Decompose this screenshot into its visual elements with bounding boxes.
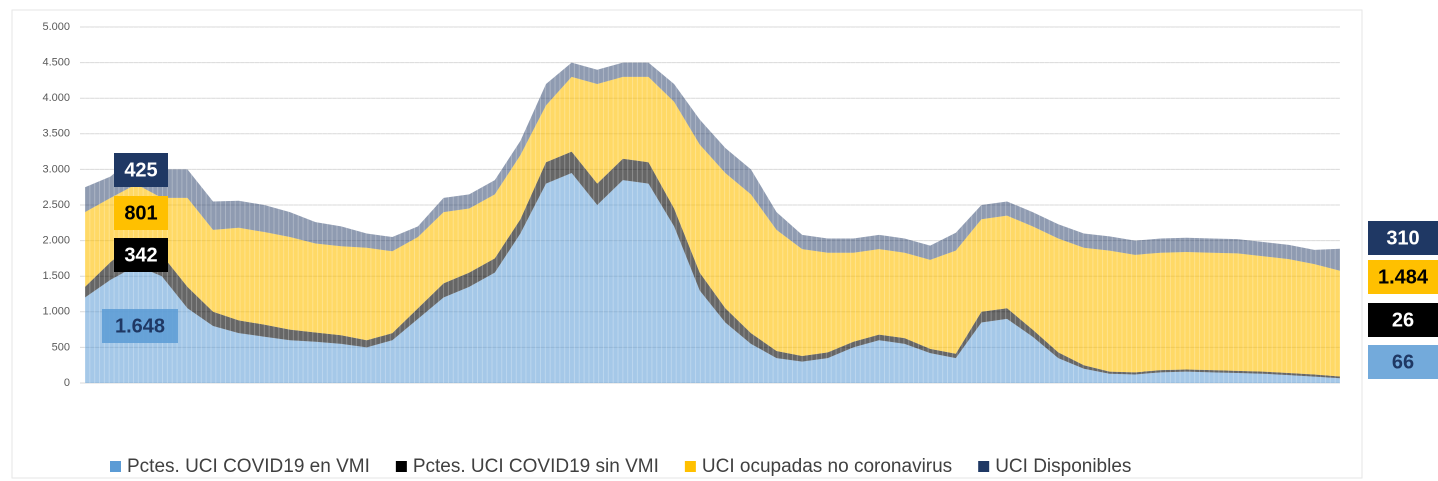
value-label: 801 <box>124 202 157 224</box>
y-tick-label: 1.000 <box>42 306 70 318</box>
y-tick-label: 500 <box>52 341 70 353</box>
y-tick-label: 2.000 <box>42 235 70 247</box>
value-label: 425 <box>124 159 157 181</box>
value-label-box <box>1368 303 1438 337</box>
y-tick-label: 4.500 <box>42 57 70 69</box>
legend-marker <box>110 461 121 472</box>
y-tick-label: 4.000 <box>42 92 70 104</box>
value-label: 66 <box>1392 351 1414 373</box>
legend-label: UCI ocupadas no coronavirus <box>702 456 952 477</box>
value-label: 310 <box>1386 227 1419 249</box>
area <box>85 172 1340 383</box>
value-label-box <box>114 153 168 187</box>
y-tick-label: 3.000 <box>42 163 70 175</box>
value-label: 26 <box>1392 309 1414 331</box>
y-tick-label: 2.500 <box>42 199 70 211</box>
value-label-box <box>102 309 178 343</box>
value-label-box <box>114 196 168 230</box>
legend-label: Pctes. UCI COVID19 en VMI <box>127 456 370 477</box>
value-label: 342 <box>124 244 157 266</box>
y-tick-label: 3.500 <box>42 128 70 140</box>
value-label: 1.484 <box>1378 266 1429 288</box>
area <box>85 76 1340 377</box>
legend-label: Pctes. UCI COVID19 sin VMI <box>413 456 659 477</box>
area <box>85 62 1340 271</box>
value-label-box <box>1368 221 1438 255</box>
legend-marker <box>978 461 990 472</box>
legend-marker <box>684 461 696 472</box>
value-label-box <box>114 238 168 272</box>
legend-label: UCI Disponibles <box>995 456 1131 477</box>
y-tick-label: 5.000 <box>42 21 70 33</box>
legend-marker <box>395 461 407 472</box>
value-label-box <box>1368 260 1438 294</box>
y-tick-label: 0 <box>64 377 70 389</box>
y-tick-label: 1.500 <box>42 270 70 282</box>
value-label: 1.648 <box>115 315 165 337</box>
value-label-box <box>1368 345 1438 379</box>
chart-frame <box>11 9 1363 479</box>
